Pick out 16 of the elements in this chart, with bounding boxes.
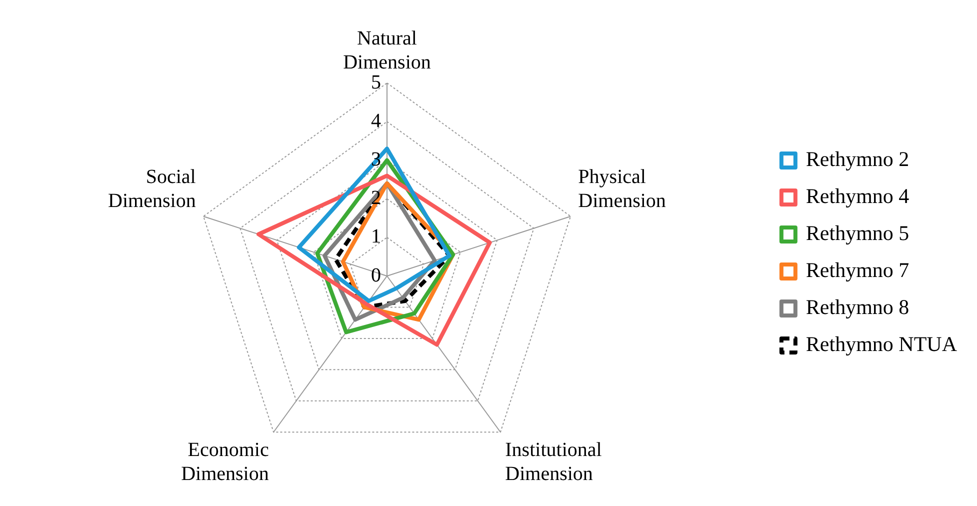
spoke-label: Physical Dimension	[578, 166, 666, 212]
spoke-label: Natural Dimension	[343, 27, 431, 74]
legend-label: Rethymno 4	[806, 184, 910, 208]
legend-label: Rethymno 5	[806, 221, 910, 246]
y-tick-label: 1	[371, 226, 381, 248]
y-tick-label: 2	[371, 187, 381, 210]
spoke-label: Social Dimension	[108, 166, 196, 212]
y-tick-label: 4	[371, 110, 381, 132]
legend-label: Rethymno NTUA	[806, 332, 958, 356]
y-tick-label: 0	[371, 264, 381, 286]
legend-label: Rethymno 7	[806, 258, 910, 282]
legend-label: Rethymno 2	[806, 147, 910, 172]
legend-label: Rethymno 8	[806, 295, 910, 320]
y-tick-label: 5	[371, 71, 381, 94]
spoke-label: Institutional Dimension	[505, 438, 602, 485]
spoke-label: Economic Dimension	[181, 438, 269, 485]
